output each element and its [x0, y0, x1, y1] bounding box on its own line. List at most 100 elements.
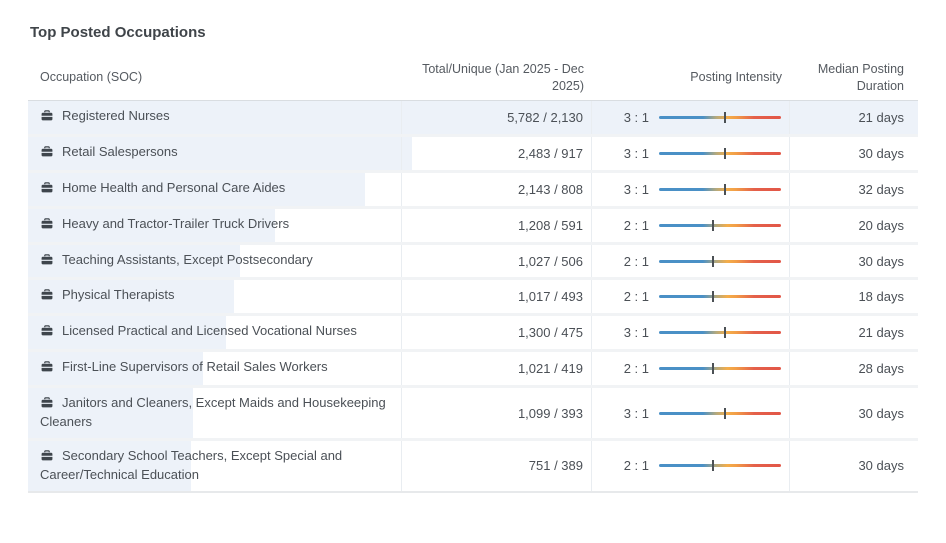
intensity-tick: [723, 183, 726, 195]
occupation-cell: Retail Salespersons: [28, 136, 402, 170]
intensity-tick: [711, 363, 714, 375]
intensity-tick: [711, 460, 714, 472]
unique-postings-bar: [28, 280, 234, 314]
unique-postings-bar: [28, 352, 204, 386]
table-row: First-Line Supervisors of Retail Sales W…: [28, 352, 918, 389]
occupation-cell: First-Line Supervisors of Retail Sales W…: [28, 352, 402, 386]
intensity-tick: [723, 147, 726, 159]
briefcase-icon: [40, 288, 54, 306]
unique-postings-bar: [28, 208, 275, 242]
duration-cell: 21 days: [790, 101, 918, 134]
total-unique-cell: 751 / 389: [402, 440, 592, 491]
duration-value: 21 days: [858, 109, 904, 125]
intensity-scale: [659, 183, 781, 195]
table-row: Teaching Assistants, Except Postsecondar…: [28, 244, 918, 281]
occupations-table: Occupation (SOC) Total/Unique (Jan 2025 …: [28, 55, 918, 493]
briefcase-icon: [40, 109, 54, 127]
total-unique-cell: 2,483 / 917: [402, 136, 592, 170]
total-unique-cell: 1,208 / 591: [402, 208, 592, 242]
total-unique-cell: 1,021 / 419: [402, 352, 592, 386]
total-unique-value: 2,483 / 917: [517, 145, 583, 161]
duration-cell: 30 days: [790, 245, 918, 278]
table-row: Retail Salespersons 2,483 / 917 3 : 1 30…: [28, 136, 918, 173]
duration-value: 28 days: [858, 361, 904, 377]
intensity-tick: [723, 327, 726, 339]
duration-cell: 30 days: [790, 441, 918, 491]
occupation-label: Physical Therapists: [62, 287, 175, 303]
occupation-label: Janitors and Cleaners, Except Maids and …: [40, 395, 386, 430]
intensity-scale: [659, 111, 781, 123]
duration-value: 21 days: [858, 325, 904, 341]
occupation-cell: Janitors and Cleaners, Except Maids and …: [28, 388, 402, 438]
duration-cell: 18 days: [790, 280, 918, 313]
column-header-posting-intensity: Posting Intensity: [690, 70, 782, 85]
posting-intensity-cell: 2 : 1: [592, 440, 790, 491]
duration-cell: 28 days: [790, 352, 918, 385]
intensity-ratio: 2 : 1: [623, 289, 649, 305]
intensity-scale: [659, 407, 781, 419]
briefcase-icon: [40, 360, 54, 378]
intensity-ratio: 3 : 1: [623, 181, 649, 197]
intensity-ratio: 3 : 1: [623, 405, 649, 421]
table-row: Heavy and Tractor-Trailer Truck Drivers …: [28, 208, 918, 245]
duration-value: 20 days: [858, 217, 904, 233]
posting-intensity-cell: 3 : 1: [592, 316, 790, 350]
table-row: Secondary School Teachers, Except Specia…: [28, 440, 918, 491]
occupation-cell: Teaching Assistants, Except Postsecondar…: [28, 244, 402, 278]
table-header: Occupation (SOC) Total/Unique (Jan 2025 …: [28, 55, 918, 101]
briefcase-icon: [40, 145, 54, 163]
intensity-scale: [659, 327, 781, 339]
occupation-label: Licensed Practical and Licensed Vocation…: [62, 323, 357, 339]
posting-intensity-cell: 3 : 1: [592, 388, 790, 438]
intensity-tick: [711, 255, 714, 267]
column-header-total-unique: Total/Unique (Jan 2025 - Dec 2025): [422, 62, 584, 93]
total-unique-value: 2,143 / 808: [517, 181, 583, 197]
occupation-cell: Licensed Practical and Licensed Vocation…: [28, 316, 402, 350]
duration-value: 32 days: [858, 181, 904, 197]
duration-cell: 30 days: [790, 388, 918, 438]
unique-postings-bar: [28, 316, 227, 350]
posting-intensity-cell: 3 : 1: [592, 172, 790, 206]
table-row: Home Health and Personal Care Aides 2,14…: [28, 172, 918, 209]
posting-intensity-cell: 2 : 1: [592, 280, 790, 314]
intensity-ratio: 3 : 1: [623, 325, 649, 341]
posting-intensity-cell: 3 : 1: [592, 101, 790, 134]
total-unique-cell: 2,143 / 808: [402, 172, 592, 206]
total-unique-cell: 1,027 / 506: [402, 244, 592, 278]
briefcase-icon: [40, 253, 54, 271]
unique-postings-bar: [28, 388, 193, 438]
duration-cell: 21 days: [790, 316, 918, 349]
occupation-label: First-Line Supervisors of Retail Sales W…: [62, 359, 328, 375]
duration-value: 18 days: [858, 289, 904, 305]
posting-intensity-cell: 2 : 1: [592, 244, 790, 278]
briefcase-icon: [40, 324, 54, 342]
total-unique-value: 1,021 / 419: [517, 361, 583, 377]
intensity-tick: [723, 407, 726, 419]
occupation-cell: Physical Therapists: [28, 280, 402, 314]
occupation-cell: Secondary School Teachers, Except Specia…: [28, 440, 402, 491]
briefcase-icon: [40, 396, 54, 414]
total-unique-value: 5,782 / 2,130: [507, 109, 583, 125]
duration-cell: 32 days: [790, 173, 918, 206]
top-posted-occupations-panel: Top Posted Occupations Occupation (SOC) …: [28, 24, 918, 493]
total-unique-value: 751 / 389: [528, 458, 583, 474]
intensity-tick: [711, 291, 714, 303]
intensity-scale: [659, 460, 781, 472]
intensity-ratio: 2 : 1: [623, 217, 649, 233]
duration-cell: 20 days: [790, 209, 918, 242]
intensity-ratio: 3 : 1: [623, 145, 649, 161]
total-unique-value: 1,300 / 475: [517, 325, 583, 341]
column-header-occupation: Occupation (SOC): [40, 70, 143, 85]
table-row: Physical Therapists 1,017 / 493 2 : 1 18…: [28, 280, 918, 317]
intensity-scale: [659, 255, 781, 267]
table-row: Licensed Practical and Licensed Vocation…: [28, 316, 918, 353]
unique-postings-bar: [28, 136, 412, 170]
intensity-ratio: 3 : 1: [623, 109, 649, 125]
total-unique-value: 1,017 / 493: [517, 289, 583, 305]
total-unique-cell: 5,782 / 2,130: [402, 101, 592, 134]
intensity-scale: [659, 147, 781, 159]
occupation-cell: Registered Nurses: [28, 101, 402, 134]
duration-value: 30 days: [858, 253, 904, 269]
intensity-ratio: 2 : 1: [623, 458, 649, 474]
total-unique-value: 1,027 / 506: [517, 253, 583, 269]
